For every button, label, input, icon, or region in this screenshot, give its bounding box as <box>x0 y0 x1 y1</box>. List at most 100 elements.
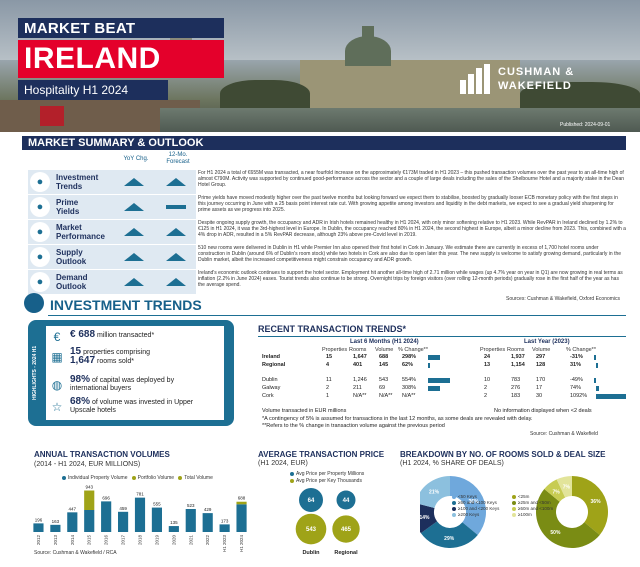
bar-individual <box>50 524 61 532</box>
rooms-donut-label: 21% <box>429 489 440 495</box>
table-cell: 2 <box>484 385 488 391</box>
column-header: Rooms <box>507 347 525 353</box>
legend-size-1: ≥25m and <50m <box>512 500 553 506</box>
table-cell: 145 <box>379 362 389 368</box>
size-donut-slice <box>536 489 600 548</box>
indicator-row: ● Investment Trends <box>28 170 196 194</box>
yoy-arrow-icon <box>124 253 144 261</box>
row-label: Regional <box>262 362 286 368</box>
tick-label: 2020 <box>171 535 176 546</box>
yoy-arrow-icon <box>124 203 144 211</box>
table-cell: 15 <box>326 354 333 360</box>
star-icon: ☆ <box>51 400 63 414</box>
table-cell: 13 <box>484 362 491 368</box>
indicator-label: Market Performance <box>56 223 105 241</box>
indicator-label: Prime Yields <box>56 198 80 216</box>
legend-rooms-2: ≥100 and <200 Keys <box>452 506 499 512</box>
bubble-per-property <box>336 490 356 510</box>
tick-label: 2012 <box>36 535 41 546</box>
legend-portfolio: Portfolio Volume <box>131 475 174 481</box>
tick-label: 2019 <box>154 535 159 546</box>
paragraph-performance: Despite ongoing supply growth, the occup… <box>198 220 626 239</box>
rooms-donut-slice <box>450 476 486 535</box>
table-cell: 401 <box>353 362 363 368</box>
forecast-arrow-icon <box>166 178 186 186</box>
table-cell: 297 <box>536 354 546 360</box>
table-cell: 688 <box>379 354 389 360</box>
tick-label: 2018 <box>138 535 143 546</box>
legend-per-property: Avg Price per Property Millions <box>290 471 364 478</box>
bar-individual <box>185 508 196 532</box>
bar-individual <box>202 513 213 532</box>
table-cell: 24 <box>484 354 491 360</box>
highlights-tablet: HIGHLIGHTS - 2024 H1 € € 688 million tra… <box>28 320 234 426</box>
row-label: Ireland <box>262 354 281 360</box>
legend-rooms-1: ≥50 and <100 Keys <box>452 500 499 506</box>
indicator-label: Investment Trends <box>56 173 99 191</box>
column-header: % Change** <box>398 347 428 353</box>
tick-label: H1 2024 <box>239 535 244 552</box>
bar-individual <box>236 504 247 532</box>
change-bar-2023 <box>594 355 596 360</box>
table-cell: 4 <box>326 362 330 368</box>
tick-label: 2017 <box>121 535 126 546</box>
table-cell: N/A** <box>353 393 367 399</box>
bar-individual <box>151 507 162 532</box>
change-bar-2023 <box>596 394 626 399</box>
annual-volumes-chart: 196 2012 163 2013 447 2014 943 2015 696 2016 459 20… <box>33 485 247 552</box>
country-title: IRELAND <box>18 40 224 78</box>
bubble-label: 44 <box>343 498 350 504</box>
rooms-donut-label: 36% <box>469 499 480 505</box>
legend-individual: Individual Property Volume <box>62 475 127 481</box>
breakdown-chart: 36% 29% 14% 21% 36% 50% 7%7% <box>420 476 608 548</box>
category-label: Regional <box>334 550 358 556</box>
yoy-arrow-icon <box>124 228 144 236</box>
annual-volumes-title: ANNUAL TRANSACTION VOLUMES <box>34 450 170 459</box>
yoy-arrow-icon <box>124 278 144 286</box>
tick-label: 2016 <box>104 535 109 546</box>
table-cell: 128 <box>536 362 546 368</box>
row-label: Cork <box>262 393 274 399</box>
bubble-label: 543 <box>306 527 317 533</box>
table-cell: 31% <box>570 362 582 368</box>
avg-price-legend: Avg Price per Property Millions Avg Pric… <box>290 471 364 485</box>
tick-label: H1 2023 <box>222 535 227 552</box>
size-donut-slice <box>556 476 572 498</box>
legend-rooms-3: ≥200 Keys <box>452 512 499 518</box>
data-label: 781 <box>136 492 144 497</box>
tick-label: 2013 <box>53 535 58 546</box>
annual-legend: Individual Property Volume Portfolio Vol… <box>62 475 213 481</box>
hero-banner: MARKET BEAT IRELAND Hospitality H1 2024 … <box>0 0 640 132</box>
row-label: Dublin <box>262 377 278 383</box>
table-cell: 183 <box>511 393 521 399</box>
logo-line-1: CUSHMAN & <box>498 66 575 78</box>
change-bar-2023 <box>596 386 599 391</box>
indicator-label: Supply Outlook <box>56 248 87 266</box>
bubble-per-key <box>332 515 360 543</box>
table-cell: 211 <box>353 385 362 391</box>
rooms-donut-label: 29% <box>444 536 455 542</box>
column-header: Volume <box>375 347 394 353</box>
avg-price-subtitle: (H1 2024, EUR) <box>258 460 308 467</box>
legend-total: Total Volume <box>178 475 213 481</box>
avg-price-title: AVERAGE TRANSACTION PRICE <box>258 450 385 459</box>
table-cell: 11 <box>326 377 332 383</box>
table-cell: 170 <box>536 377 546 383</box>
annual-volumes-subtitle: (2014 - H1 2024, EUR MILLIONS) <box>34 461 141 468</box>
recent-transactions-divider <box>258 336 626 337</box>
legend-rooms-0: <50 Keys <box>452 494 499 500</box>
data-label: 523 <box>187 503 195 508</box>
highlights-side-label: HIGHLIGHTS - 2024 H1 <box>32 345 38 401</box>
data-label: 163 <box>52 519 60 524</box>
legend-per-key: Avg Price per Key Thousands <box>290 478 364 485</box>
group-h1-2024: Last 6 Months (H1 2024) <box>350 339 419 345</box>
investment-trends-icon <box>24 293 44 313</box>
data-label: 429 <box>204 507 212 512</box>
forecast-column-header: 12-Mo. Forecast <box>166 152 190 165</box>
table-cell: 1092% <box>570 393 588 399</box>
table-cell: N/A** <box>379 393 393 399</box>
data-label: 688 <box>238 496 246 501</box>
table-cell: 554% <box>402 377 417 383</box>
column-header: Rooms <box>349 347 367 353</box>
size-donut-label: 36% <box>591 499 602 505</box>
